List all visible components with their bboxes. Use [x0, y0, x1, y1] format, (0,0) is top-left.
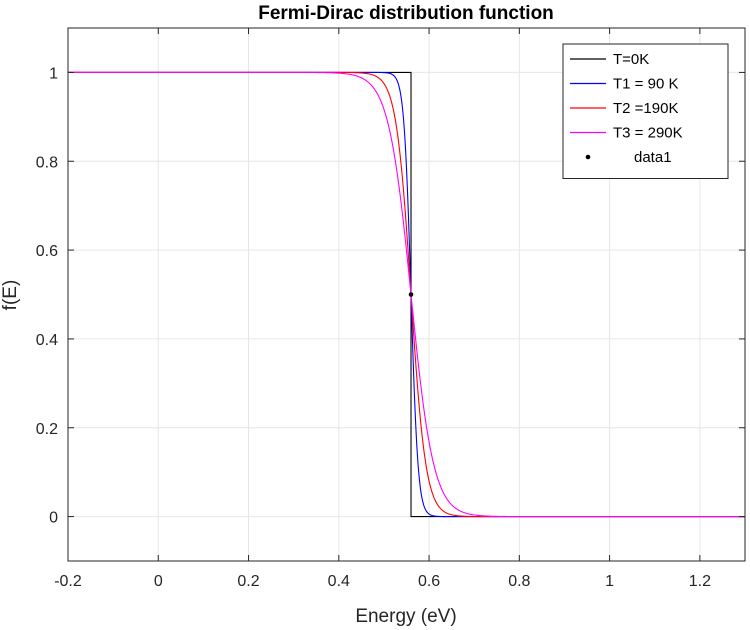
x-tick-label: 0.6 — [418, 573, 440, 590]
x-tick-label: 0.4 — [328, 573, 350, 590]
data-point-0 — [408, 292, 414, 297]
x-tick-label: 0.8 — [508, 573, 530, 590]
y-tick-label: 0.2 — [36, 421, 58, 438]
data-markers — [408, 292, 414, 297]
legend-label: T3 = 290K — [613, 125, 683, 142]
x-tick-label: 1.2 — [689, 573, 711, 590]
y-tick-label: 0 — [49, 510, 58, 527]
legend-label: T2 =190K — [613, 100, 678, 117]
legend: T=0K T1 = 90 K T2 =190K T3 = 290K data1 — [562, 43, 729, 179]
chart-title: Fermi-Dirac distribution function — [258, 3, 554, 24]
legend-label: data1 — [634, 149, 672, 166]
x-tick-label: -0.2 — [54, 573, 82, 590]
y-tick-label: 0.4 — [36, 332, 58, 349]
legend-label: T=0K — [613, 51, 649, 68]
y-tick-label: 1 — [49, 65, 58, 82]
legend-marker — [585, 154, 591, 160]
x-axis-label: Energy (eV) — [355, 606, 456, 627]
x-tick-label: 0 — [154, 573, 163, 590]
y-tick-label: 0.8 — [36, 154, 58, 171]
y-axis-label: f(E) — [0, 280, 21, 311]
x-tick-label: 0.2 — [237, 573, 259, 590]
x-tick-label: 1 — [605, 573, 614, 590]
y-tick-label: 0.6 — [36, 243, 58, 260]
series-line-3 — [68, 71, 745, 518]
axis-ticks: -0.2 0 0.2 0.4 0.6 0.8 1 1.2 0 0.2 0.4 0.6 0.8 1 — [36, 28, 745, 590]
legend-box — [562, 43, 729, 179]
plot-frame — [67, 27, 746, 562]
legend-label: T1 = 90 K — [613, 76, 678, 93]
